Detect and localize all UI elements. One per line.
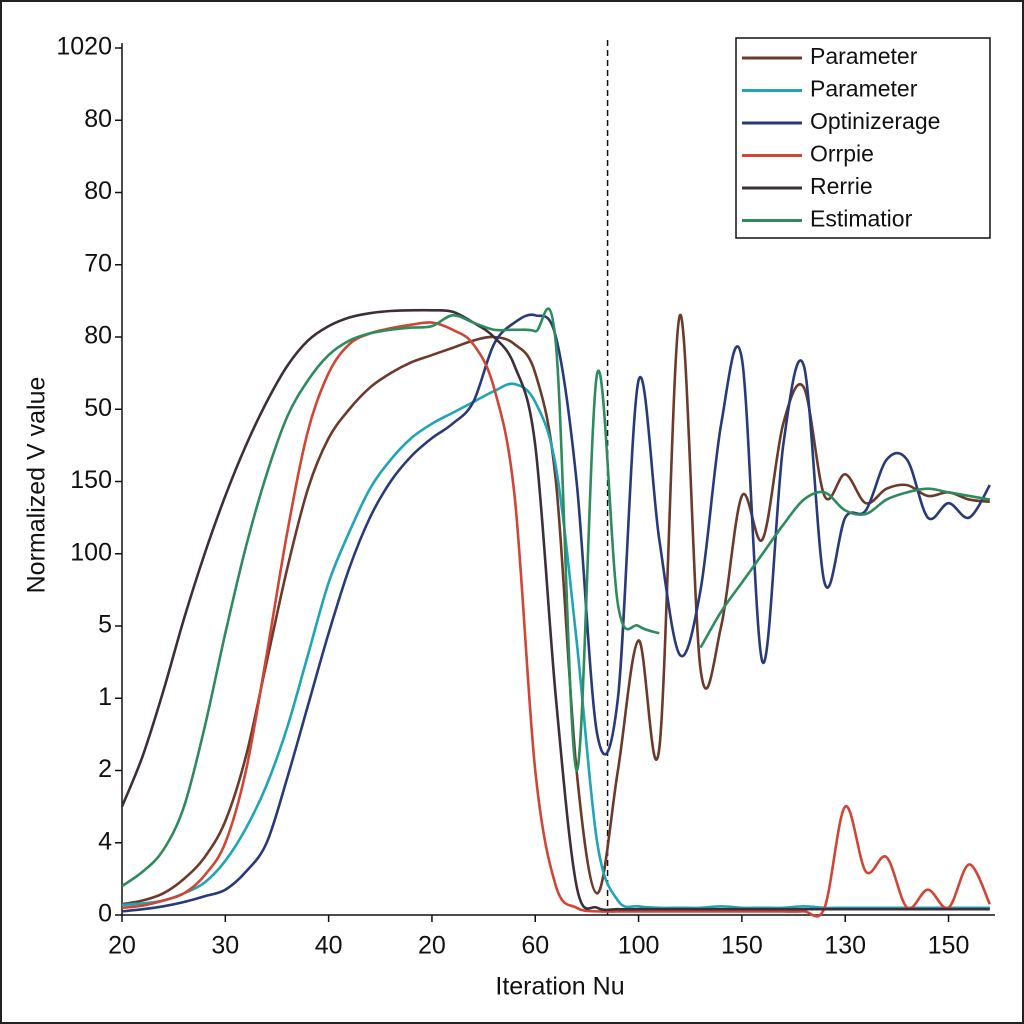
x-tick-label: 20 — [108, 932, 136, 960]
y-tick-label: 150 — [70, 466, 112, 494]
x-tick-label: 150 — [928, 932, 970, 960]
series-line — [121, 307, 991, 888]
y-tick-label: 70 — [84, 249, 112, 277]
legend-box — [735, 37, 991, 239]
x-tick-label: 150 — [721, 932, 763, 960]
y-tick-label: 1020 — [56, 33, 112, 61]
y-tick-label: 5 — [98, 611, 112, 639]
legend-label: Orrpie — [810, 141, 874, 167]
x-tick-label: 30 — [211, 932, 239, 960]
x-tick-label: 100 — [618, 932, 660, 960]
x-tick-label: 130 — [824, 932, 866, 960]
legend-label: Parameter — [810, 43, 918, 69]
y-tick-label: 80 — [84, 105, 112, 133]
legend-label: Optinizerage — [810, 108, 940, 134]
legend: Parameter Parameter Optinizerage Orrpie Rerr… — [735, 37, 991, 239]
x-tick-label: 20 — [418, 932, 446, 960]
x-axis-label: Iteration Nu — [495, 973, 624, 1001]
x-tick-label: 40 — [315, 932, 343, 960]
x-tick-label: 60 — [521, 932, 549, 960]
series-line — [120, 308, 990, 912]
series-line — [121, 321, 992, 918]
series-line — [121, 313, 991, 913]
y-tick-label: 0 — [98, 900, 112, 928]
y-tick-label: 50 — [84, 394, 112, 422]
series-line — [121, 382, 990, 910]
y-axis-label: Normalized V value — [23, 377, 51, 594]
y-tick-label: 80 — [84, 322, 112, 350]
legend-label: Parameter — [810, 76, 918, 102]
legend-label: Estimatior — [810, 206, 913, 232]
y-tick-label: 1 — [98, 683, 112, 711]
y-tick-label: 80 — [84, 177, 112, 205]
series-line — [121, 313, 990, 906]
y-tick-label: 4 — [98, 827, 112, 855]
legend-label: Rerrie — [810, 173, 873, 199]
y-tick-label: 2 — [98, 755, 112, 783]
y-tick-label: 100 — [70, 538, 112, 566]
